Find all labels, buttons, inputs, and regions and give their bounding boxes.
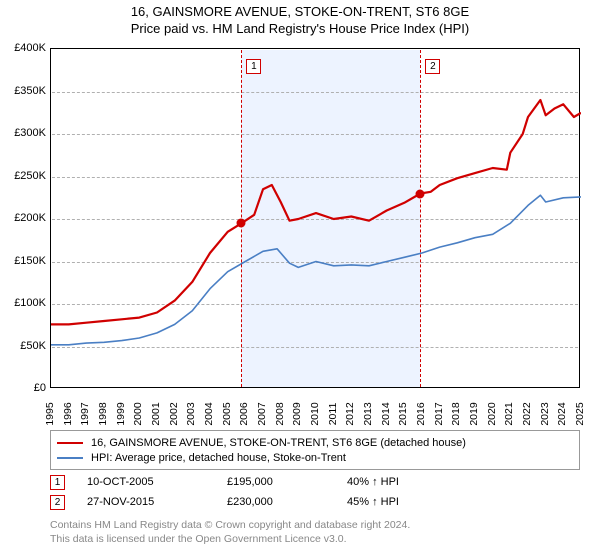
legend-item-property: 16, GAINSMORE AVENUE, STOKE-ON-TRENT, ST… bbox=[57, 435, 573, 450]
x-axis-label: 2002 bbox=[168, 402, 180, 425]
record-row-1: 1 10-OCT-2005 £195,000 40% ↑ HPI bbox=[50, 472, 580, 492]
x-axis-label: 2018 bbox=[450, 402, 462, 425]
x-axis-label: 2017 bbox=[433, 402, 445, 425]
chart: £0£50K£100K£150K£200K£250K£300K£350K£400… bbox=[50, 48, 580, 418]
x-axis-label: 2015 bbox=[397, 402, 409, 425]
x-axis-label: 2014 bbox=[380, 402, 392, 425]
x-axis-label: 2023 bbox=[539, 402, 551, 425]
record-pct-2: 45% ↑ HPI bbox=[347, 496, 407, 508]
x-axis-label: 2020 bbox=[486, 402, 498, 425]
y-axis-label: £250K bbox=[14, 170, 46, 182]
x-axis-label: 2012 bbox=[344, 402, 356, 425]
page-subtitle: Price paid vs. HM Land Registry's House … bbox=[0, 19, 600, 36]
legend-swatch-property bbox=[57, 442, 83, 444]
x-axis-label: 2006 bbox=[238, 402, 250, 425]
legend-item-hpi: HPI: Average price, detached house, Stok… bbox=[57, 450, 573, 465]
y-axis-label: £400K bbox=[14, 42, 46, 54]
ref-box-1: 1 bbox=[246, 59, 261, 74]
y-axis-label: £200K bbox=[14, 212, 46, 224]
y-axis-label: £350K bbox=[14, 85, 46, 97]
footer-line-2: This data is licensed under the Open Gov… bbox=[50, 532, 410, 546]
plot-area: 12 bbox=[50, 48, 580, 388]
x-axis-label: 2009 bbox=[291, 402, 303, 425]
record-date-1: 10-OCT-2005 bbox=[87, 476, 227, 488]
x-axis-label: 2021 bbox=[503, 402, 515, 425]
x-axis-label: 2024 bbox=[556, 402, 568, 425]
legend-label-property: 16, GAINSMORE AVENUE, STOKE-ON-TRENT, ST… bbox=[91, 437, 466, 449]
x-axis-label: 2008 bbox=[274, 402, 286, 425]
x-axis-label: 2005 bbox=[221, 402, 233, 425]
ref-box-2: 2 bbox=[425, 59, 440, 74]
series-property bbox=[51, 100, 581, 324]
x-axis-label: 2025 bbox=[574, 402, 586, 425]
record-ref-2: 2 bbox=[50, 495, 65, 510]
x-axis-label: 1999 bbox=[115, 402, 127, 425]
record-pct-1: 40% ↑ HPI bbox=[347, 476, 407, 488]
y-axis-label: £300K bbox=[14, 127, 46, 139]
legend-swatch-hpi bbox=[57, 457, 83, 459]
x-axis-label: 2000 bbox=[132, 402, 144, 425]
page-title: 16, GAINSMORE AVENUE, STOKE-ON-TRENT, ST… bbox=[0, 0, 600, 19]
marker-dot-2 bbox=[416, 189, 425, 198]
x-axis-label: 2022 bbox=[521, 402, 533, 425]
x-axis-label: 2019 bbox=[468, 402, 480, 425]
marker-dot-1 bbox=[237, 219, 246, 228]
record-row-2: 2 27-NOV-2015 £230,000 45% ↑ HPI bbox=[50, 492, 580, 512]
x-axis-label: 2011 bbox=[327, 403, 339, 426]
y-axis-label: £150K bbox=[14, 255, 46, 267]
legend-label-hpi: HPI: Average price, detached house, Stok… bbox=[91, 452, 346, 464]
record-ref-1: 1 bbox=[50, 475, 65, 490]
x-axis-label: 2004 bbox=[203, 402, 215, 425]
x-axis-label: 1996 bbox=[62, 402, 74, 425]
series-hpi bbox=[51, 195, 581, 345]
x-axis-label: 2010 bbox=[309, 402, 321, 425]
x-axis-label: 1998 bbox=[97, 402, 109, 425]
x-axis-label: 2016 bbox=[415, 402, 427, 425]
ref-line-2 bbox=[420, 50, 421, 387]
y-axis-label: £0 bbox=[34, 382, 46, 394]
record-price-2: £230,000 bbox=[227, 496, 347, 508]
x-axis-label: 2013 bbox=[362, 402, 374, 425]
footer-attribution: Contains HM Land Registry data © Crown c… bbox=[50, 518, 410, 546]
legend: 16, GAINSMORE AVENUE, STOKE-ON-TRENT, ST… bbox=[50, 430, 580, 470]
records-table: 1 10-OCT-2005 £195,000 40% ↑ HPI 2 27-NO… bbox=[50, 472, 580, 512]
x-axis-label: 2003 bbox=[185, 402, 197, 425]
x-axis-label: 2007 bbox=[256, 402, 268, 425]
x-axis-label: 1995 bbox=[44, 402, 56, 425]
record-date-2: 27-NOV-2015 bbox=[87, 496, 227, 508]
x-axis-label: 2001 bbox=[150, 402, 162, 425]
x-axis-label: 1997 bbox=[79, 402, 91, 425]
y-axis-label: £100K bbox=[14, 297, 46, 309]
y-axis-label: £50K bbox=[20, 340, 46, 352]
record-price-1: £195,000 bbox=[227, 476, 347, 488]
footer-line-1: Contains HM Land Registry data © Crown c… bbox=[50, 518, 410, 532]
